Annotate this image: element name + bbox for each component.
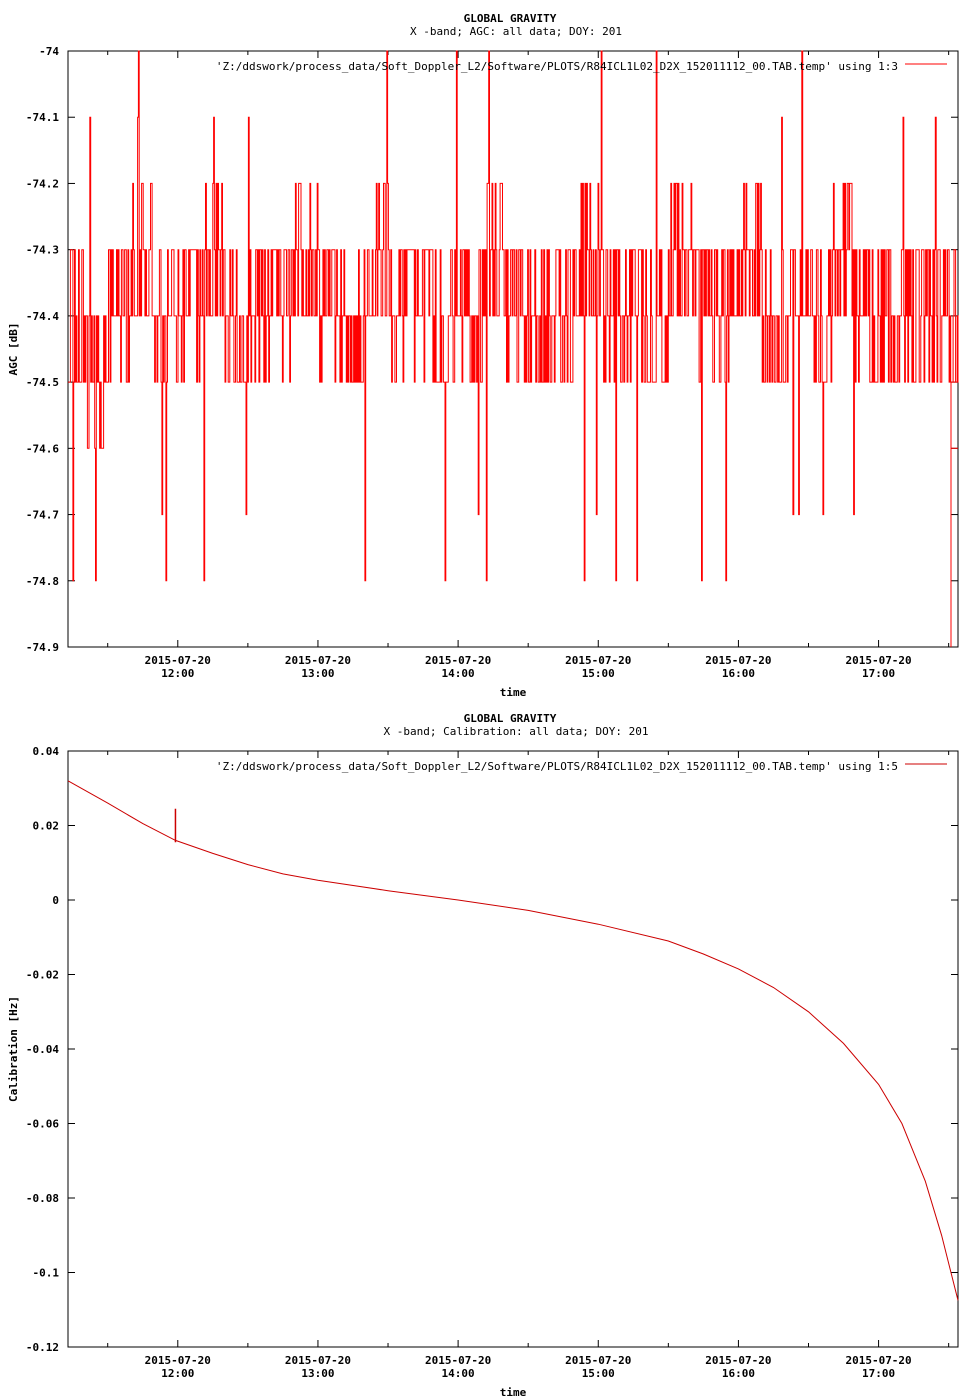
agc-x-tick-date: 2015-07-20	[845, 654, 911, 667]
calibration-x-axis: 2015-07-2012:002015-07-2013:002015-07-20…	[107, 751, 950, 1380]
calibration-y-tick-label: 0.04	[33, 745, 60, 758]
calibration-x-tick-date: 2015-07-20	[145, 1354, 211, 1367]
calibration-y-tick-label: -0.12	[26, 1341, 59, 1354]
agc-x-tick-date: 2015-07-20	[145, 654, 211, 667]
agc-x-axis: 2015-07-2012:002015-07-2013:002015-07-20…	[107, 51, 950, 680]
agc-x-tick-date: 2015-07-20	[285, 654, 351, 667]
agc-y-tick-label: -74.1	[26, 111, 59, 124]
calibration-y-tick-label: -0.04	[26, 1043, 59, 1056]
calibration-y-axis-label: Calibration [Hz]	[7, 996, 20, 1102]
calibration-y-tick-label: 0	[52, 894, 59, 907]
calibration-x-tick-date: 2015-07-20	[705, 1354, 771, 1367]
agc-y-tick-label: -74.2	[26, 177, 59, 190]
agc-x-tick-time: 12:00	[161, 667, 194, 680]
calibration-x-tick-time: 14:00	[442, 1367, 475, 1380]
calibration-y-tick-label: 0.02	[33, 820, 60, 833]
agc-x-tick-time: 15:00	[582, 667, 615, 680]
agc-series-layer	[68, 50, 959, 647]
calibration-legend-label: 'Z:/ddswork/process_data/Soft_Doppler_L2…	[216, 760, 898, 773]
agc-x-tick-time: 16:00	[722, 667, 755, 680]
calibration-series-line	[67, 780, 959, 1301]
calibration-y-tick-label: -0.02	[26, 969, 59, 982]
agc-series-line	[68, 50, 959, 647]
agc-y-tick-label: -74	[39, 45, 59, 58]
agc-x-tick-date: 2015-07-20	[705, 654, 771, 667]
calibration-x-tick-date: 2015-07-20	[425, 1354, 491, 1367]
calibration-x-tick-time: 15:00	[582, 1367, 615, 1380]
agc-x-axis-label: time	[500, 686, 527, 699]
agc-y-tick-label: -74.8	[26, 575, 59, 588]
calibration-chart-title: GLOBAL GRAVITY	[464, 712, 557, 725]
calibration-series-layer	[67, 780, 959, 1301]
calibration-plot-frame	[67, 750, 959, 1348]
calibration-x-tick-time: 16:00	[722, 1367, 755, 1380]
calibration-y-tick-label: -0.1	[33, 1267, 60, 1280]
calibration-x-axis-label: time	[500, 1386, 527, 1399]
calibration-chart-subtitle: X -band; Calibration: all data; DOY: 201	[384, 725, 649, 738]
agc-chart-panel: GLOBAL GRAVITY X -band; AGC: all data; D…	[7, 12, 959, 699]
agc-plot-frame	[67, 50, 959, 648]
agc-chart-title: GLOBAL GRAVITY	[464, 12, 557, 25]
calibration-x-tick-time: 12:00	[161, 1367, 194, 1380]
calibration-x-tick-time: 13:00	[301, 1367, 334, 1380]
calibration-y-tick-label: -0.08	[26, 1192, 59, 1205]
agc-y-tick-label: -74.4	[26, 310, 59, 323]
agc-y-axis-label: AGC [dB]	[7, 323, 20, 376]
agc-x-tick-time: 14:00	[442, 667, 475, 680]
calibration-x-tick-date: 2015-07-20	[845, 1354, 911, 1367]
agc-y-tick-label: -74.5	[26, 376, 59, 389]
agc-chart-subtitle: X -band; AGC: all data; DOY: 201	[410, 25, 622, 38]
agc-x-tick-date: 2015-07-20	[425, 654, 491, 667]
calibration-chart-panel: GLOBAL GRAVITY X -band; Calibration: all…	[7, 712, 959, 1399]
calibration-x-tick-time: 17:00	[862, 1367, 895, 1380]
agc-x-tick-time: 13:00	[301, 667, 334, 680]
agc-y-tick-label: -74.6	[26, 442, 59, 455]
calibration-x-tick-date: 2015-07-20	[285, 1354, 351, 1367]
calibration-x-tick-date: 2015-07-20	[565, 1354, 631, 1367]
calibration-y-axis: 0.04 0.02 0 -0.02 -0.04 -0.06 -0.08 -0.1 -0.12	[26, 745, 958, 1354]
agc-y-tick-label: -74.3	[26, 244, 59, 257]
agc-legend-label: 'Z:/ddswork/process_data/Soft_Doppler_L2…	[216, 60, 898, 73]
agc-y-tick-label: -74.9	[26, 641, 59, 654]
agc-y-tick-label: -74.7	[26, 509, 59, 522]
agc-x-tick-time: 17:00	[862, 667, 895, 680]
agc-x-tick-date: 2015-07-20	[565, 654, 631, 667]
calibration-y-tick-label: -0.06	[26, 1118, 59, 1131]
